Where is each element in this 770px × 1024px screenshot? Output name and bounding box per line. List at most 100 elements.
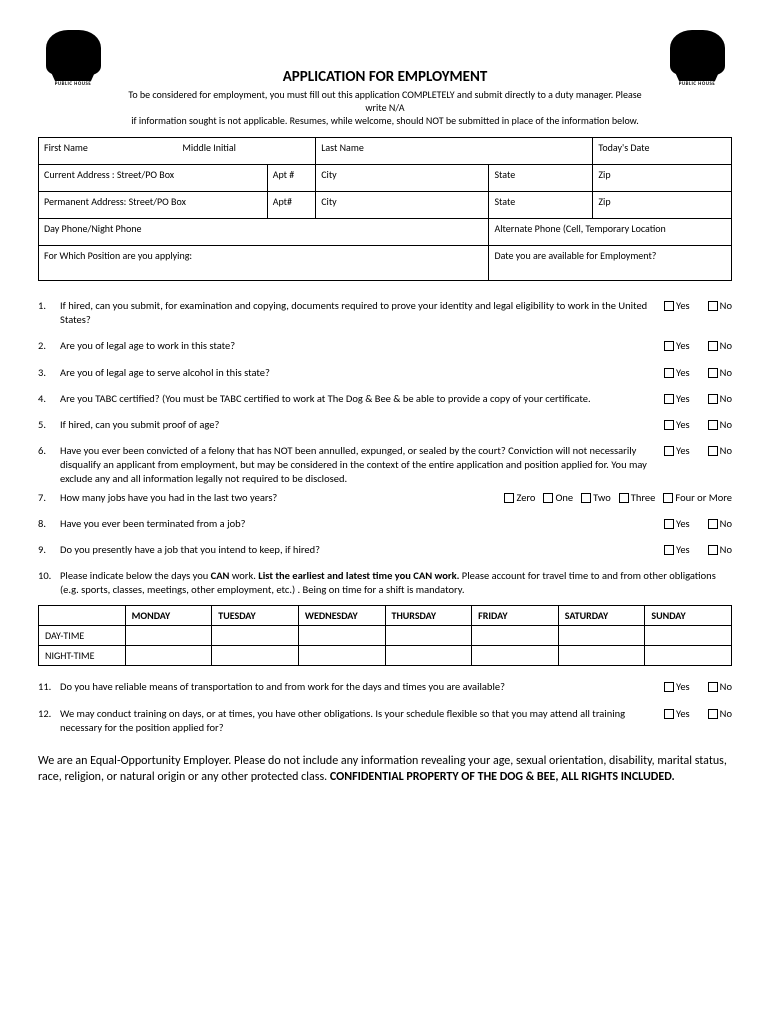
two-option[interactable]: Two <box>581 491 611 505</box>
night-tue[interactable] <box>212 646 299 666</box>
q-number: 10. <box>38 569 60 583</box>
night-fri[interactable] <box>472 646 559 666</box>
q-number: 11. <box>38 680 60 694</box>
checkbox-icon <box>663 493 673 503</box>
day-fri[interactable] <box>472 626 559 646</box>
q-text: Do you presently have a job that you int… <box>60 543 664 557</box>
q-number: 7. <box>38 491 60 505</box>
yes-option[interactable]: Yes <box>664 707 690 721</box>
yes-option[interactable]: Yes <box>664 680 690 694</box>
checkbox-icon <box>664 341 674 351</box>
tue-header: TUESDAY <box>212 606 299 626</box>
q-number: 5. <box>38 418 60 432</box>
q-options: Yes No <box>664 392 732 406</box>
q-text: Are you of legal age to serve alcohol in… <box>60 366 664 380</box>
yes-option[interactable]: Yes <box>664 299 690 313</box>
q-options: Yes No <box>664 543 732 557</box>
title-block: APPLICATION FOR EMPLOYMENT To be conside… <box>108 30 662 127</box>
q-options: Yes No <box>664 418 732 432</box>
three-option[interactable]: Three <box>619 491 656 505</box>
city-cell[interactable]: City <box>316 192 489 219</box>
yes-option[interactable]: Yes <box>664 418 690 432</box>
state-cell[interactable]: State <box>489 192 593 219</box>
no-option[interactable]: No <box>708 707 732 721</box>
no-option[interactable]: No <box>708 517 732 531</box>
question-11: 11. Do you have reliable means of transp… <box>38 680 732 694</box>
current-address-cell[interactable]: Current Address : Street/PO Box <box>39 165 268 192</box>
no-option[interactable]: No <box>708 299 732 313</box>
night-sun[interactable] <box>645 646 732 666</box>
label: First Name <box>44 141 88 154</box>
night-mon[interactable] <box>125 646 212 666</box>
footer-text: We are an Equal-Opportunity Employer. Pl… <box>38 753 732 785</box>
night-wed[interactable] <box>298 646 385 666</box>
state-cell[interactable]: State <box>489 165 593 192</box>
checkbox-icon <box>543 493 553 503</box>
one-option[interactable]: One <box>543 491 573 505</box>
q-number: 6. <box>38 444 60 458</box>
q-text: If hired, can you submit, for examinatio… <box>60 299 664 327</box>
question-4: 4. Are you TABC certified? (You must be … <box>38 392 732 406</box>
night-thu[interactable] <box>385 646 472 666</box>
q-text: We may conduct training on days, or at t… <box>60 707 664 735</box>
label: Permanent Address: Street/PO Box <box>44 195 186 208</box>
no-option[interactable]: No <box>708 366 732 380</box>
day-sun[interactable] <box>645 626 732 646</box>
perm-address-cell[interactable]: Permanent Address: Street/PO Box <box>39 192 268 219</box>
label: Zip <box>598 195 610 208</box>
q-text: How many jobs have you had in the last t… <box>60 491 415 505</box>
zip-cell[interactable]: Zip <box>593 192 732 219</box>
no-option[interactable]: No <box>708 418 732 432</box>
q-options: Yes No <box>664 339 732 353</box>
no-option[interactable]: No <box>708 444 732 458</box>
day-mon[interactable] <box>125 626 212 646</box>
yes-option[interactable]: Yes <box>664 392 690 406</box>
city-cell[interactable]: City <box>316 165 489 192</box>
q-number: 12. <box>38 707 60 721</box>
last-name-cell[interactable]: Last Name <box>316 138 593 165</box>
question-2: 2. Are you of legal age to work in this … <box>38 339 732 353</box>
subtitle-2: if information sought is not applicable.… <box>108 114 662 127</box>
header: PUBLIC HOUSE APPLICATION FOR EMPLOYMENT … <box>38 30 732 127</box>
label: State <box>494 195 515 208</box>
yes-option[interactable]: Yes <box>664 366 690 380</box>
apt-cell[interactable]: Apt# <box>267 192 316 219</box>
zip-cell[interactable]: Zip <box>593 165 732 192</box>
night-sat[interactable] <box>558 646 645 666</box>
day-tue[interactable] <box>212 626 299 646</box>
date-cell[interactable]: Today's Date <box>593 138 732 165</box>
label: State <box>494 168 515 181</box>
logo-right: PUBLIC HOUSE <box>662 30 732 100</box>
apt-cell[interactable]: Apt # <box>267 165 316 192</box>
checkbox-icon <box>708 394 718 404</box>
q-text: Do you have reliable means of transporta… <box>60 680 664 694</box>
sun-header: SUNDAY <box>645 606 732 626</box>
label: Zip <box>598 168 610 181</box>
logo-left: PUBLIC HOUSE <box>38 30 108 100</box>
no-option[interactable]: No <box>708 339 732 353</box>
four-option[interactable]: Four or More <box>663 491 732 505</box>
question-6: 6. Have you ever been convicted of a fel… <box>38 444 732 487</box>
yes-option[interactable]: Yes <box>664 444 690 458</box>
label: For Which Position are you applying: <box>44 249 192 262</box>
alt-phone-cell[interactable]: Alternate Phone (Cell, Temporary Locatio… <box>489 219 732 246</box>
day-thu[interactable] <box>385 626 472 646</box>
q-options: Yes No <box>664 366 732 380</box>
day-wed[interactable] <box>298 626 385 646</box>
checkbox-icon <box>708 709 718 719</box>
no-option[interactable]: No <box>708 392 732 406</box>
yes-option[interactable]: Yes <box>664 517 690 531</box>
q-number: 1. <box>38 299 60 313</box>
logo-image <box>670 30 725 75</box>
yes-option[interactable]: Yes <box>664 543 690 557</box>
day-phone-cell[interactable]: Day Phone/Night Phone <box>39 219 489 246</box>
no-option[interactable]: No <box>708 543 732 557</box>
position-cell[interactable]: For Which Position are you applying: <box>39 246 489 281</box>
zero-option[interactable]: Zero <box>504 491 535 505</box>
checkbox-icon <box>708 301 718 311</box>
no-option[interactable]: No <box>708 680 732 694</box>
first-name-cell[interactable]: First Name Middle Initial <box>39 138 316 165</box>
yes-option[interactable]: Yes <box>664 339 690 353</box>
day-sat[interactable] <box>558 626 645 646</box>
avail-date-cell[interactable]: Date you are available for Employment? <box>489 246 732 281</box>
